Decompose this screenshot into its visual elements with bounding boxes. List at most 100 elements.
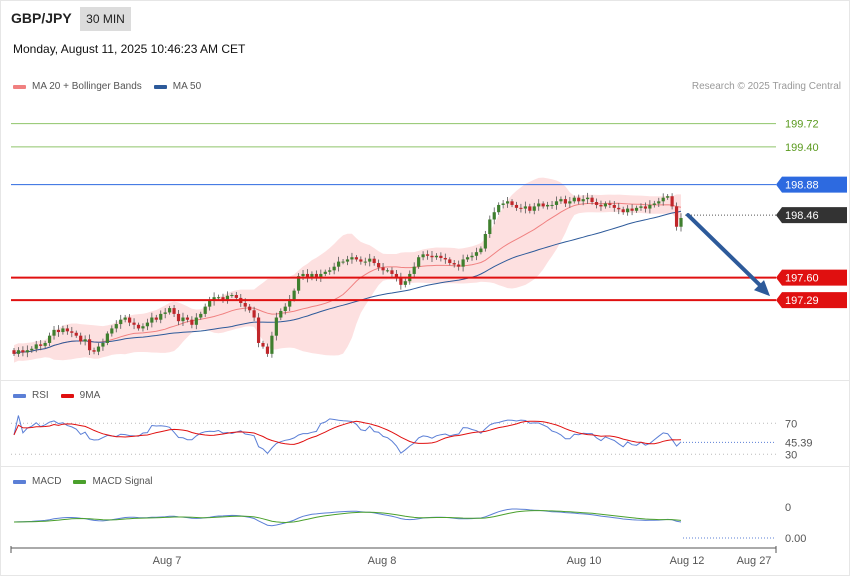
legend-label: 9MA xyxy=(79,390,101,401)
candle xyxy=(345,255,350,266)
candle xyxy=(248,304,252,313)
candle xyxy=(270,331,274,358)
candle xyxy=(34,340,38,353)
candle-body xyxy=(105,333,109,343)
candle-body xyxy=(132,322,136,325)
candle xyxy=(483,230,487,252)
panel-divider xyxy=(0,466,850,467)
candle-body xyxy=(345,259,350,262)
candle-body xyxy=(554,201,559,205)
pivot-label: 198.88 xyxy=(785,180,819,192)
levels-group: 199.72 199.40 198.88 198.46 197.60 197.29 xyxy=(11,119,847,309)
candle-body xyxy=(550,204,554,206)
legend-label: MA 20 + Bollinger Bands xyxy=(32,81,142,92)
candle xyxy=(634,205,639,213)
candle-body xyxy=(341,261,345,263)
candle-body xyxy=(621,209,625,213)
candle xyxy=(679,213,683,232)
candle-body xyxy=(417,257,421,267)
legend-label: MACD xyxy=(32,476,62,487)
legend-item-ma20: MA 20 + Bollinger Bands xyxy=(13,81,142,92)
legend-label: MACD Signal xyxy=(92,476,153,487)
candle xyxy=(586,192,590,204)
main-legend: MA 20 + Bollinger Bands MA 50 xyxy=(13,81,213,92)
candle-body xyxy=(448,259,452,264)
candle-body xyxy=(30,348,34,351)
candle xyxy=(136,322,141,331)
candle xyxy=(497,202,501,215)
candle xyxy=(541,201,545,209)
candle xyxy=(568,196,572,208)
candle-body xyxy=(519,207,523,209)
candle xyxy=(119,314,123,329)
candle-body xyxy=(141,326,145,329)
candle xyxy=(350,252,354,264)
candle xyxy=(128,314,132,327)
panel-divider xyxy=(0,380,850,381)
support-label: 197.29 xyxy=(785,295,819,307)
candle xyxy=(194,313,198,330)
candle xyxy=(479,246,483,255)
candle xyxy=(390,267,394,277)
candle-body xyxy=(119,319,123,325)
candle xyxy=(421,251,425,261)
candle xyxy=(403,278,407,288)
candle-body xyxy=(603,203,608,207)
candle-body xyxy=(314,273,318,278)
candle-body xyxy=(674,206,679,227)
candle xyxy=(141,323,145,332)
macd-panel: 00.00 xyxy=(13,502,806,545)
candle xyxy=(16,347,21,357)
candle xyxy=(461,254,465,272)
candle-body xyxy=(514,204,519,208)
macd-legend: MACD MACD Signal xyxy=(13,476,164,487)
candle xyxy=(612,201,616,212)
candle xyxy=(168,305,172,315)
candle-body xyxy=(61,328,65,333)
candle-body xyxy=(199,313,203,318)
candle-body xyxy=(590,197,594,203)
candle xyxy=(21,346,25,357)
legend-label: RSI xyxy=(32,390,49,401)
candle-body xyxy=(270,335,274,354)
candle-body xyxy=(230,295,234,297)
candle-body xyxy=(301,273,305,277)
macd-current-label: 0.00 xyxy=(785,533,806,545)
candle-body xyxy=(87,339,92,351)
time-tick-label: Aug 7 xyxy=(153,555,182,567)
candle-body xyxy=(168,308,172,313)
candle-body xyxy=(594,202,599,205)
candle xyxy=(52,325,56,340)
candle xyxy=(537,199,541,211)
candle xyxy=(265,343,270,357)
candle xyxy=(12,348,16,357)
candle xyxy=(283,303,287,315)
candle-body xyxy=(532,206,536,211)
candle-body xyxy=(599,204,603,207)
candle xyxy=(288,295,292,311)
timeframe-button[interactable]: 30 MIN xyxy=(80,7,131,31)
candle xyxy=(323,269,327,277)
candle-body xyxy=(479,248,483,253)
candle-body xyxy=(176,313,181,322)
candle-body xyxy=(612,204,616,208)
candle-body xyxy=(92,350,96,352)
candles-group xyxy=(12,192,683,358)
candle xyxy=(630,204,634,216)
candle xyxy=(381,263,385,275)
candle-body xyxy=(581,199,585,202)
rsi-current-label: 45.39 xyxy=(785,437,813,449)
candle-body xyxy=(670,196,674,207)
candle-body xyxy=(541,203,545,207)
candle xyxy=(425,250,430,260)
candle xyxy=(608,200,612,208)
candle xyxy=(621,206,625,215)
legend-item-9ma: 9MA xyxy=(60,390,101,401)
candle-body xyxy=(537,203,541,207)
candle xyxy=(368,253,372,267)
candle xyxy=(594,198,599,209)
candle xyxy=(510,199,514,208)
candle xyxy=(47,332,52,346)
candle xyxy=(563,195,567,207)
